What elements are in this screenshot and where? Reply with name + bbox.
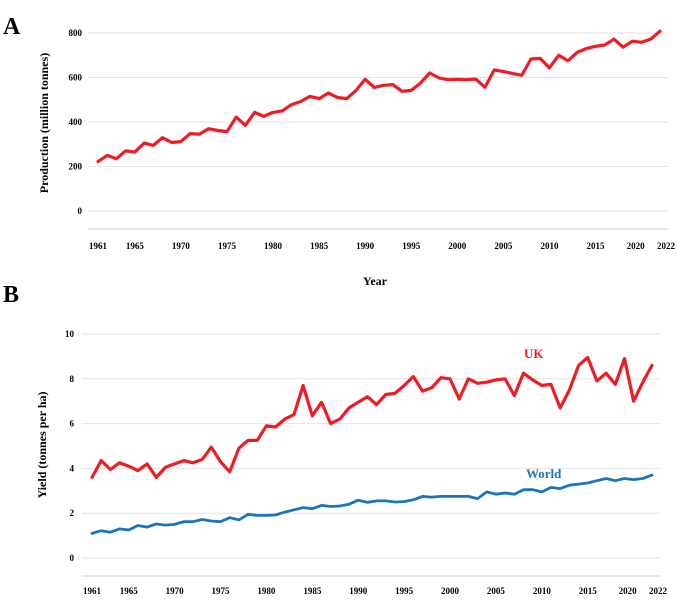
x-tick-label: 1985 bbox=[310, 241, 329, 251]
x-tick-label: 2015 bbox=[579, 586, 598, 596]
x-tick-label: 1970 bbox=[172, 241, 191, 251]
x-tick-label: 2005 bbox=[494, 241, 513, 251]
x-tick-label: 2000 bbox=[441, 586, 460, 596]
x-tick-label: 1995 bbox=[402, 241, 421, 251]
x-tick-label: 2010 bbox=[533, 586, 552, 596]
x-tick-label: 2022 bbox=[649, 586, 668, 596]
x-tick-label: 1970 bbox=[166, 586, 185, 596]
y-axis-label-a: Production (million tonnes) bbox=[37, 53, 51, 193]
x-tick-label: 2005 bbox=[487, 586, 506, 596]
x-tick-label: 2010 bbox=[540, 241, 559, 251]
y-tick-label: 600 bbox=[69, 73, 83, 83]
y-tick-label: 2 bbox=[70, 508, 75, 518]
x-tick-label: 1980 bbox=[264, 241, 283, 251]
x-tick-label: 1965 bbox=[126, 241, 145, 251]
y-tick-label: 0 bbox=[78, 206, 83, 216]
series-line-uk bbox=[90, 355, 654, 479]
y-tick-label: 6 bbox=[70, 419, 75, 429]
y-axis-label-b: Yield (tonnes per ha) bbox=[35, 391, 49, 498]
x-tick-label: 1980 bbox=[257, 586, 276, 596]
panel-letter-b: B bbox=[3, 282, 19, 308]
x-tick-label: 1961 bbox=[83, 586, 102, 596]
x-tick-label: 1961 bbox=[89, 241, 108, 251]
x-tick-label: 1965 bbox=[120, 586, 139, 596]
y-tick-label: 400 bbox=[69, 117, 83, 127]
x-tick-label: 2020 bbox=[627, 241, 646, 251]
y-tick-label: 4 bbox=[70, 463, 75, 473]
panel-b: B 0 2 4 6 8 10 1961 1965 1970 1975 1980 1985 1990 19… bbox=[3, 282, 668, 596]
x-tick-label: 1995 bbox=[395, 586, 414, 596]
x-tick-label: 2022 bbox=[657, 241, 676, 251]
x-tick-label: 2020 bbox=[619, 586, 638, 596]
x-tick-label: 2015 bbox=[587, 241, 606, 251]
series-label-uk: UK bbox=[524, 346, 544, 361]
y-tick-label: 10 bbox=[65, 329, 75, 339]
panel-a: A 0 200 400 600 800 1961 1965 1970 1975 1980 1985… bbox=[3, 14, 676, 288]
y-tick-label: 800 bbox=[69, 28, 83, 38]
x-tick-label: 1990 bbox=[356, 241, 375, 251]
y-tick-label: 0 bbox=[70, 553, 75, 563]
x-tick-label: 1990 bbox=[349, 586, 368, 596]
y-tick-label: 200 bbox=[69, 162, 83, 172]
x-tick-label: 1975 bbox=[218, 241, 237, 251]
series-label-world: World bbox=[526, 466, 562, 481]
x-axis-label-a: Year bbox=[363, 274, 388, 288]
series-line bbox=[96, 29, 662, 164]
panel-letter-a: A bbox=[3, 14, 21, 40]
x-tick-label: 1975 bbox=[212, 586, 231, 596]
x-tick-label: 1985 bbox=[303, 586, 322, 596]
series-line-world bbox=[90, 473, 654, 535]
y-tick-label: 8 bbox=[70, 374, 75, 384]
x-tick-label: 2000 bbox=[448, 241, 467, 251]
